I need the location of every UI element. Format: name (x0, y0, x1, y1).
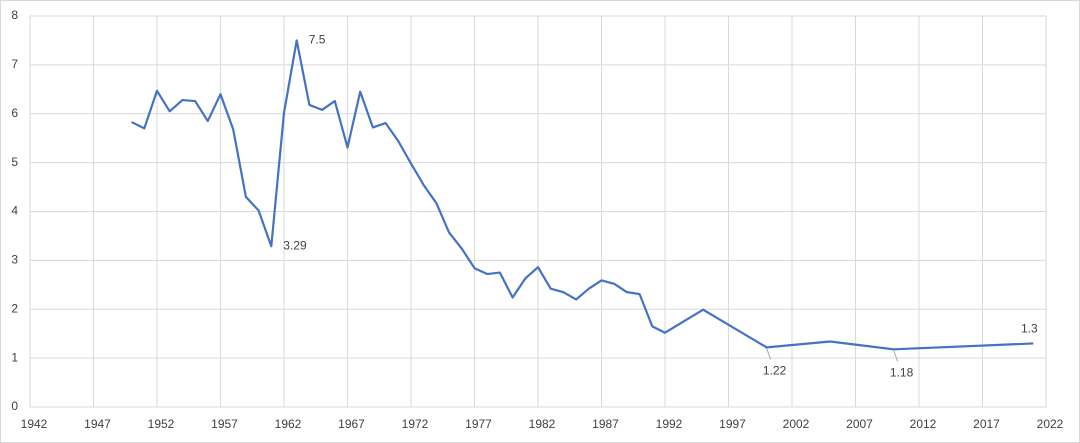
data-label: 1.22 (763, 364, 787, 378)
x-tick-label: 1972 (402, 417, 429, 431)
x-tick-label: 2002 (783, 417, 810, 431)
x-tick-label: 2017 (973, 417, 1000, 431)
y-tick-label: 1 (11, 350, 18, 364)
y-tick-label: 7 (11, 57, 18, 71)
y-tick-label: 8 (11, 8, 18, 22)
x-tick-label: 2022 (1037, 417, 1064, 431)
x-tick-label: 1992 (656, 417, 683, 431)
x-tick-label: 1952 (148, 417, 175, 431)
x-tick-label: 1942 (21, 417, 48, 431)
y-tick-label: 0 (11, 399, 18, 413)
data-label: 3.29 (283, 238, 307, 252)
x-tick-label: 1962 (275, 417, 302, 431)
y-tick-label: 4 (11, 204, 18, 218)
x-tick-label: 2007 (846, 417, 873, 431)
y-tick-label: 5 (11, 155, 18, 169)
x-tick-label: 1997 (719, 417, 746, 431)
x-tick-label: 1947 (84, 417, 111, 431)
x-tick-label: 2012 (910, 417, 937, 431)
y-tick-label: 3 (11, 253, 18, 267)
leader-line (766, 348, 772, 360)
data-label: 1.18 (890, 365, 914, 379)
data-label: 7.5 (309, 33, 326, 47)
data-line (131, 39, 1034, 351)
leader-line (893, 350, 899, 362)
y-tick-label: 2 (11, 301, 18, 315)
x-tick-label: 1967 (338, 417, 365, 431)
x-tick-label: 1957 (211, 417, 238, 431)
y-tick-label: 6 (11, 106, 18, 120)
x-tick-label: 1987 (592, 417, 619, 431)
x-tick-label: 1977 (465, 417, 492, 431)
x-tick-label: 1982 (529, 417, 556, 431)
data-label: 1.3 (1021, 322, 1038, 336)
